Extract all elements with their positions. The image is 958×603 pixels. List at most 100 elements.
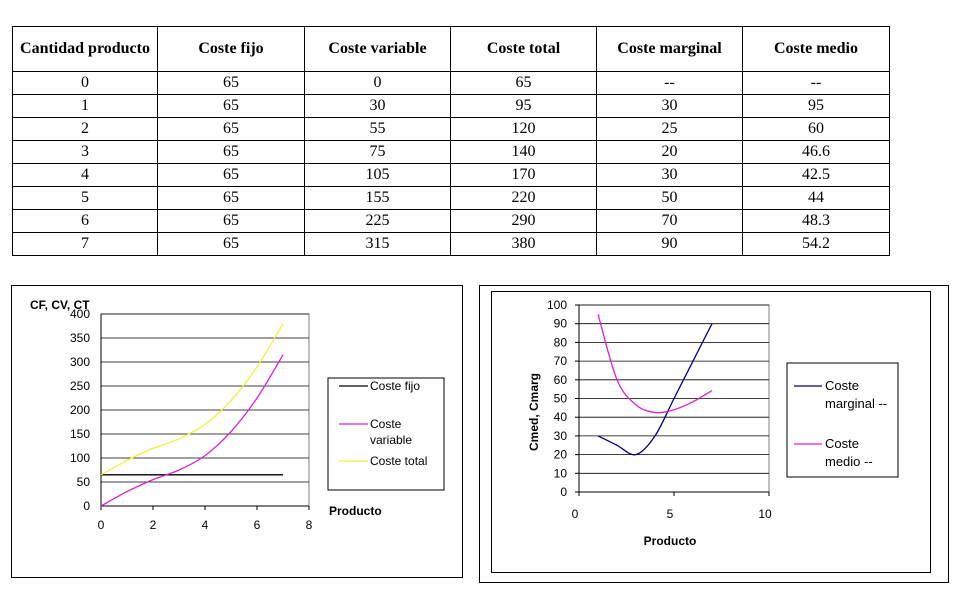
table-cell: 140	[450, 140, 597, 164]
table-cell: 30	[596, 94, 743, 118]
y-tick-label: 80	[554, 335, 568, 349]
table-cell: 3	[12, 140, 158, 164]
table-cell: 105	[304, 163, 451, 187]
y-tick-label: 50	[554, 392, 568, 406]
table-cell: 48.3	[742, 209, 890, 233]
table-cell: 30	[304, 94, 451, 118]
table-cell: 225	[304, 209, 451, 233]
x-axis-label: Producto	[644, 534, 697, 548]
y-axis-label: CF, CV, CT	[30, 298, 90, 312]
table-cell: 65	[157, 209, 305, 233]
table-row: 7 65 315 380 90 54.2	[12, 232, 890, 256]
table-cell: 315	[304, 232, 451, 256]
table-cell: --	[596, 71, 743, 95]
table-cell: 95	[742, 94, 890, 118]
table-cell: 65	[157, 186, 305, 210]
legend-label-line: Coste	[825, 436, 859, 451]
table-cell: 75	[304, 140, 451, 164]
cost-table: Cantidad producto Coste fijo Coste varia…	[12, 26, 890, 256]
table-cell: 170	[450, 163, 597, 187]
table-cell: --	[742, 71, 890, 95]
y-tick-label: 350	[70, 331, 90, 345]
x-tick-label: 0	[98, 518, 105, 532]
chart-averages: 0 10 20 30 40 50 60 70 80 90 100 0 5 10 Cmed, Cmarg Pro…	[527, 298, 899, 548]
table-header-row: Cantidad producto Coste fijo Coste varia…	[12, 26, 890, 72]
legend	[786, 362, 899, 478]
x-tick-label: 5	[667, 507, 674, 521]
x-tick-label: 10	[758, 507, 772, 521]
table-cell: 30	[596, 163, 743, 187]
table-cell: 65	[450, 71, 597, 95]
table-cell: 65	[157, 71, 305, 95]
table-row: 5 65 155 220 50 44	[12, 186, 890, 210]
y-tick-label: 90	[554, 317, 568, 331]
table-cell: 290	[450, 209, 597, 233]
y-tick-label: 150	[70, 427, 90, 441]
table-cell: 220	[450, 186, 597, 210]
legend-item-coste-marginal: Coste marginal --	[825, 378, 887, 411]
table-cell: 20	[596, 140, 743, 164]
table-cell: 50	[596, 186, 743, 210]
legend-label-line: medio --	[825, 454, 873, 469]
header-coste-variable: Coste variable	[304, 26, 451, 72]
table-cell: 44	[742, 186, 890, 210]
table-cell: 7	[12, 232, 158, 256]
header-coste-marginal: Coste marginal	[596, 26, 743, 72]
table-cell: 70	[596, 209, 743, 233]
legend-label-line: Coste	[370, 417, 402, 431]
y-tick-label: 0	[560, 485, 567, 499]
table-cell: 1	[12, 94, 158, 118]
x-tick-label: 2	[150, 518, 157, 532]
legend-label-line: Coste	[825, 378, 859, 393]
table-cell: 0	[12, 71, 158, 95]
table-cell: 60	[742, 117, 890, 141]
table-cell: 65	[157, 117, 305, 141]
legend-item-coste-total: Coste total	[370, 454, 427, 468]
table-cell: 65	[157, 140, 305, 164]
table-cell: 46.6	[742, 140, 890, 164]
y-tick-label: 40	[554, 410, 568, 424]
y-tick-label: 50	[77, 475, 91, 489]
y-tick-label: 300	[70, 355, 90, 369]
y-tick-label: 10	[554, 466, 568, 480]
y-tick-label: 30	[554, 429, 568, 443]
x-tick-label: 4	[202, 518, 209, 532]
y-tick-label: 0	[83, 499, 90, 513]
table-cell: 65	[157, 232, 305, 256]
legend-item-coste-variable: Coste variable	[370, 417, 412, 447]
y-tick-label: 400	[70, 307, 90, 321]
table-row: 2 65 55 120 25 60	[12, 117, 890, 141]
table-cell: 5	[12, 186, 158, 210]
x-axis-label: Producto	[329, 504, 382, 518]
table-row: 0 65 0 65 -- --	[12, 71, 890, 95]
series-line-coste-total	[100, 323, 284, 476]
legend	[327, 377, 445, 491]
table-cell: 55	[304, 117, 451, 141]
table-cell: 42.5	[742, 163, 890, 187]
table-row: 4 65 105 170 30 42.5	[12, 163, 890, 187]
legend-label-line: variable	[370, 433, 412, 447]
y-tick-label: 60	[554, 373, 568, 387]
table-cell: 0	[304, 71, 451, 95]
table-cell: 65	[157, 163, 305, 187]
header-coste-total: Coste total	[450, 26, 597, 72]
y-tick-label: 250	[70, 379, 90, 393]
header-cantidad-producto: Cantidad producto	[12, 26, 158, 72]
x-tick-label: 6	[254, 518, 261, 532]
chart-costs-panel: 0 50 100 150 200 250 300 350 400 0 2 4 6 8 CF, CV, CT P…	[11, 285, 463, 578]
table-row: 3 65 75 140 20 46.6	[12, 140, 890, 164]
table-cell: 25	[596, 117, 743, 141]
table-cell: 6	[12, 209, 158, 233]
table-cell: 4	[12, 163, 158, 187]
y-tick-label: 70	[554, 354, 568, 368]
y-tick-label: 200	[70, 403, 90, 417]
table-cell: 54.2	[742, 232, 890, 256]
y-tick-label: 100	[70, 451, 90, 465]
table-cell: 2	[12, 117, 158, 141]
y-tick-label: 20	[554, 448, 568, 462]
legend-item-coste-fijo: Coste fijo	[370, 379, 420, 393]
header-coste-medio: Coste medio	[742, 26, 890, 72]
y-axis-label: Cmed, Cmarg	[527, 373, 541, 451]
chart-costs: 0 50 100 150 200 250 300 350 400 0 2 4 6 8 CF, CV, CT P…	[30, 298, 445, 532]
table-cell: 90	[596, 232, 743, 256]
